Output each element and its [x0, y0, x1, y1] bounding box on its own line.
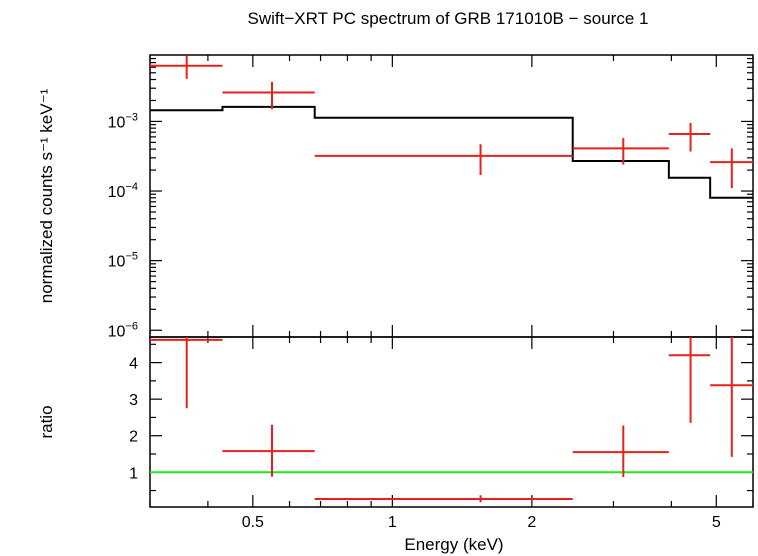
chart-title: Swift−XRT PC spectrum of GRB 171010B − s… [248, 9, 649, 28]
model-step-line [150, 105, 753, 199]
spectrum-data-point [572, 137, 669, 165]
ratio-data-point [222, 424, 315, 477]
x-tick-label: 5 [712, 514, 721, 531]
x-tick-label: 1 [388, 514, 397, 531]
spectrum-data-point [150, 56, 223, 79]
y-tick-label: 10−5 [108, 251, 138, 271]
ratio-y-axis-label: ratio [37, 405, 56, 438]
y-tick-label: 10−3 [108, 111, 138, 131]
x-tick-label: 2 [527, 514, 536, 531]
ratio-data-point [150, 337, 223, 409]
spectrum-y-axis-label: normalized counts s⁻¹ keV⁻¹ [37, 88, 56, 303]
y-tick-label: 3 [129, 392, 138, 409]
spectrum-data-point [710, 148, 753, 189]
ratio-data-point [710, 337, 753, 457]
y-tick-label: 2 [129, 429, 138, 446]
tick-labels: 0.5 1 2 5 10−3 10−4 10−5 10−6 1 2 3 4 [108, 111, 721, 531]
x-axis-label: Energy (keV) [404, 535, 503, 554]
model-line [150, 105, 753, 199]
spectrum-data-point [222, 81, 315, 110]
y-tick-label: 1 [129, 465, 138, 482]
spectrum-data-point [668, 122, 711, 152]
ratio-data-point [572, 425, 669, 478]
ratio-data-point [668, 337, 711, 423]
data-points [150, 56, 753, 503]
y-tick-label: 4 [129, 356, 138, 373]
spectrum-data-point [314, 144, 573, 175]
y-tick-label: 10−4 [108, 181, 138, 201]
ratio-data-point [314, 495, 573, 503]
spectrum-panel-frame [149, 54, 754, 338]
x-tick-label: 0.5 [242, 514, 264, 531]
axis-ticks [149, 55, 754, 507]
ratio-panel-frame [149, 336, 754, 508]
y-tick-label: 10−6 [108, 320, 138, 340]
